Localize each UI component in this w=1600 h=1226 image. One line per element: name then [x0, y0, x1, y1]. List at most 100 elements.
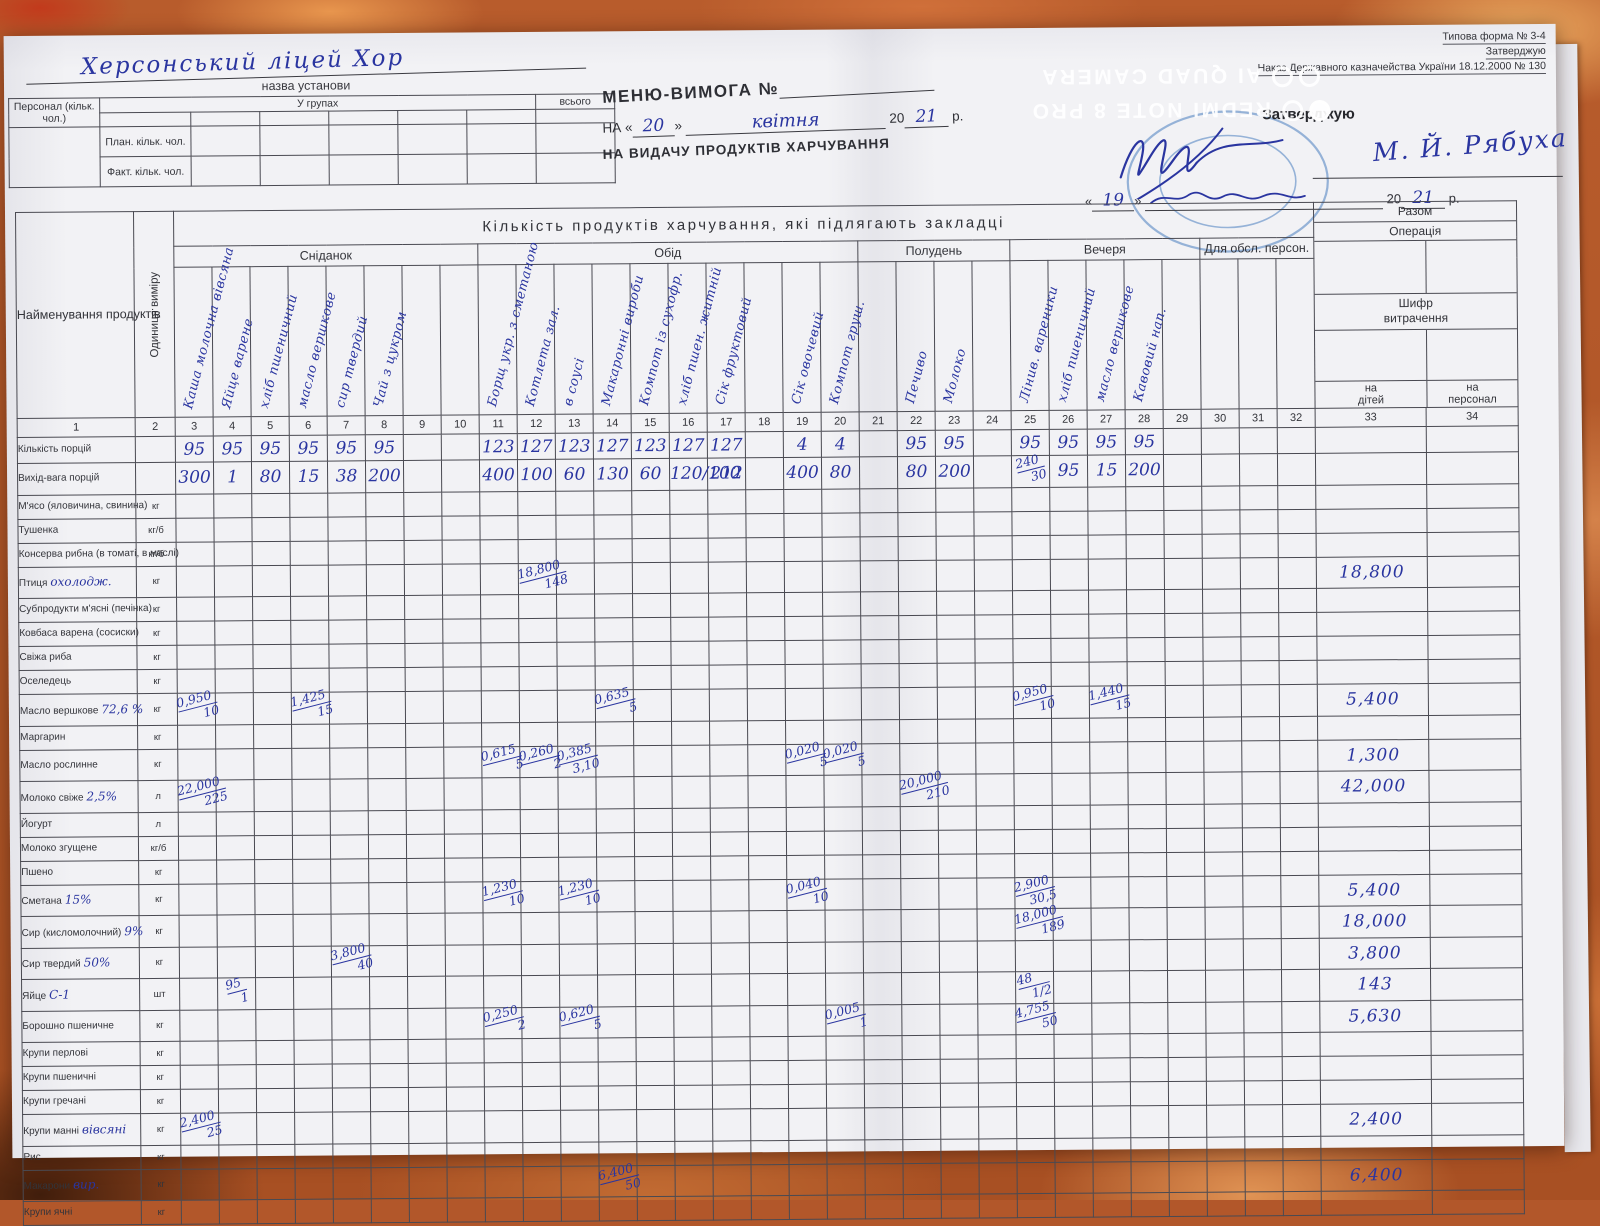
data-cell-col29: [1167, 1001, 1206, 1034]
data-cell-col16: [673, 974, 712, 1006]
data-cell-col22: [899, 687, 938, 720]
data-cell-col21: [860, 639, 900, 664]
dish-column-22: Печиво: [895, 261, 936, 412]
total-personnel-cell: [1427, 634, 1521, 660]
total-personnel-cell: [1428, 714, 1521, 739]
data-cell-col6: [289, 492, 328, 517]
data-cell-col26: [1053, 1002, 1092, 1035]
data-cell-col14: [597, 1006, 637, 1038]
data-cell-col9: [409, 1166, 448, 1199]
data-cell-col9: [407, 1007, 447, 1040]
data-cell-col24: [978, 1138, 1017, 1163]
data-cell-col17: [712, 1140, 752, 1165]
data-cell-col19: [787, 1004, 826, 1037]
data-cell-col13: 1,230 10: [556, 875, 602, 913]
data-cell-col31: [1244, 1160, 1284, 1192]
data-cell-col19: [786, 830, 825, 855]
data-cell-col11: [485, 1197, 524, 1222]
table-cell: [1314, 329, 1428, 381]
data-cell-col31: [1240, 533, 1279, 558]
handwritten-fraction: 0,950 10: [175, 687, 221, 725]
data-cell-col31: [1244, 1104, 1283, 1137]
data-cell-col26: [1050, 590, 1089, 615]
data-cell-col6: [292, 810, 331, 835]
data-cell-col8: [366, 563, 405, 596]
data-cell-col15: [632, 593, 671, 618]
operation-cells: [1314, 240, 1517, 295]
product-unit: л: [137, 780, 179, 813]
total-personnel-cell: [1431, 1158, 1525, 1191]
data-cell-col14: [597, 911, 636, 944]
table-cell: [328, 110, 398, 126]
dish-column-19: Сік овочевий: [781, 262, 828, 413]
data-cell-col28: [1127, 717, 1166, 742]
data-cell-col4: [218, 1088, 257, 1113]
data-cell-col23: [939, 1003, 978, 1036]
data-cell-col9: [405, 667, 444, 692]
data-cell-col6: [290, 644, 330, 669]
total-personnel-cell: [1431, 1078, 1524, 1104]
data-cell-col17: [712, 1084, 751, 1110]
data-cell-col29: [1164, 613, 1203, 638]
director-signature: [1108, 127, 1284, 200]
data-cell-col31: [1244, 1080, 1283, 1105]
data-cell-col17: [709, 688, 748, 721]
data-cell-col30: [1201, 485, 1240, 510]
data-cell-col29: [1165, 716, 1204, 742]
data-cell-col23: [938, 877, 978, 910]
data-cell-col6: [293, 914, 332, 946]
product-note-handwritten: 72,6 %: [101, 701, 144, 716]
data-cell-col14: [596, 880, 636, 912]
product-unit: кг: [138, 883, 180, 916]
data-cell-col15: [637, 1164, 676, 1197]
shyfr-header: Шифр витрачення: [1314, 293, 1517, 331]
data-cell-col27: [1089, 717, 1128, 742]
data-cell-col6: [289, 516, 329, 541]
data-cell-col7: [329, 667, 368, 693]
product-unit: кг: [137, 724, 178, 750]
data-cell-col24: [975, 742, 1014, 774]
total-personnel-cell: [1426, 507, 1520, 532]
data-cell-col32: [1277, 508, 1317, 534]
data-cell-col25: [1012, 614, 1051, 639]
total-children-cell: [1317, 714, 1429, 740]
data-cell-col17: [709, 775, 749, 808]
data-cell-col21: [862, 878, 902, 910]
data-cell-col32: [1277, 427, 1316, 454]
data-cell-col31: [1243, 969, 1282, 1002]
data-cell-col21: [863, 941, 902, 973]
data-cell-col7: [330, 834, 369, 859]
data-cell-col12: [522, 1062, 561, 1087]
data-cell-col17: [708, 592, 747, 618]
data-cell-col21: [862, 854, 901, 879]
data-cell-col28: [1125, 486, 1164, 511]
data-cell-col30: [1206, 1056, 1245, 1082]
data-cell-col16: [670, 561, 709, 594]
data-cell-col19: 0,040 10: [784, 873, 830, 911]
table-cell: [8, 126, 101, 188]
data-cell-col27: [1090, 804, 1129, 829]
data-cell-col21: [864, 1083, 903, 1108]
data-cell-col20: [824, 878, 864, 911]
handwritten-total: 5,630: [1348, 1005, 1403, 1027]
data-cell-col3: 2,400 25: [178, 1107, 224, 1145]
data-cell-col22: [900, 829, 939, 855]
product-note-handwritten: 15%: [64, 892, 92, 907]
column-number: 8: [365, 415, 404, 435]
column-number: 18: [745, 412, 784, 432]
data-cell-col8: [368, 809, 407, 835]
data-cell-col23: [940, 1058, 979, 1084]
data-cell-col17: [709, 744, 748, 777]
data-cell-col6: 15: [289, 461, 328, 493]
data-cell-col7: [332, 1143, 372, 1168]
data-cell-col31: [1241, 771, 1281, 804]
data-cell-col4: [213, 517, 253, 542]
data-cell-col5: [253, 779, 293, 812]
data-cell-col31: [1239, 485, 1278, 510]
data-cell-col17: [713, 1195, 752, 1221]
data-cell-col23: [936, 559, 975, 592]
data-cell-col24: [973, 455, 1012, 488]
data-cell-col18: [747, 664, 786, 689]
data-cell-col26: [1054, 1106, 1093, 1138]
data-cell-col3: [176, 644, 216, 670]
